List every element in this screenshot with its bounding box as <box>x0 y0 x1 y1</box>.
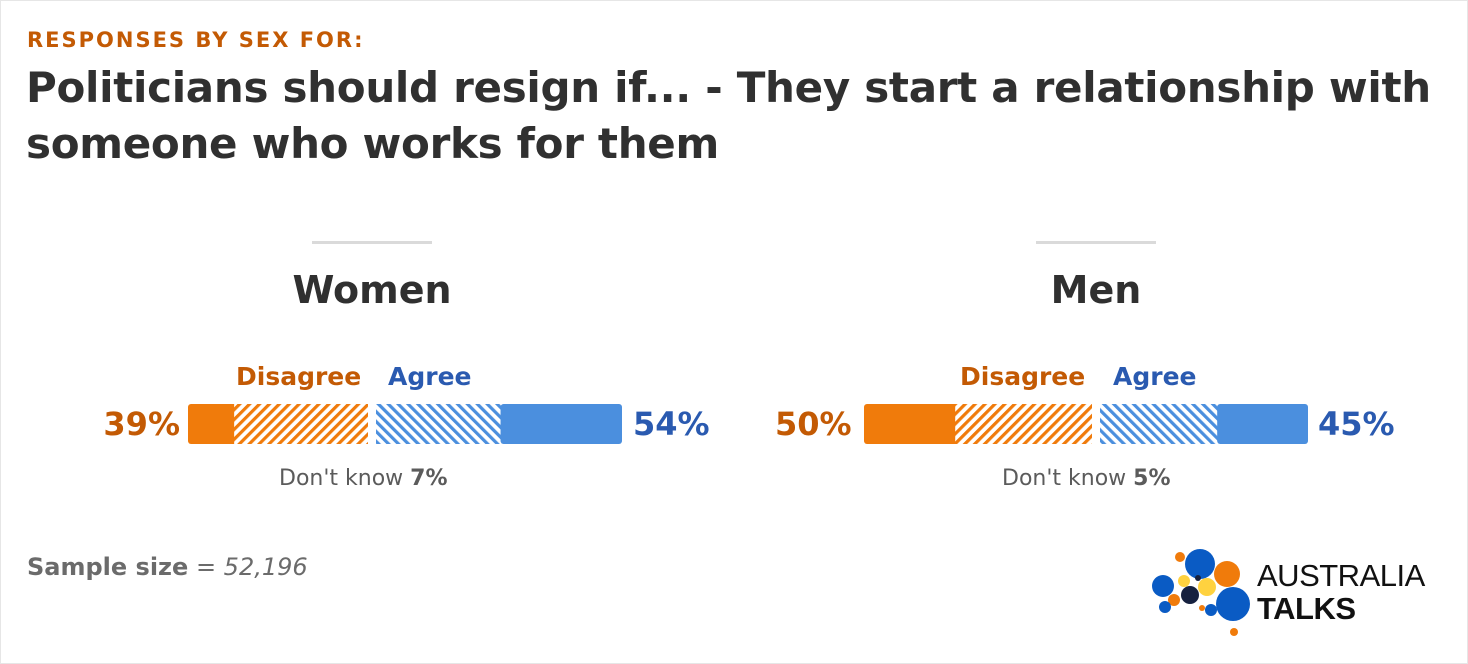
dont-know-label: Don't know 7% <box>279 466 448 491</box>
bar-segment-disagree-strong <box>188 404 238 444</box>
group-name: Men <box>1050 268 1142 312</box>
dont-know-text: Don't know <box>279 466 404 491</box>
bar-segment-disagree-strong <box>864 404 959 444</box>
bar-women <box>188 404 622 444</box>
bar-segment-disagree-somewhat <box>234 404 368 444</box>
bar-segment-agree-strong <box>500 404 622 444</box>
disagree-percent: 50% <box>775 405 852 443</box>
sample-size-label: Sample size <box>27 553 189 581</box>
logo-text: AUSTRALIA TALKS <box>1257 560 1425 624</box>
panel-divider <box>312 241 432 244</box>
dont-know-value: 7% <box>410 466 448 491</box>
bar-segment-agree-strong <box>1217 404 1308 444</box>
agree-percent: 45% <box>1318 405 1395 443</box>
agree-percent: 54% <box>633 405 710 443</box>
legend-disagree: Disagree <box>236 362 362 391</box>
logo-line-1: AUSTRALIA <box>1257 558 1425 593</box>
sample-size: Sample size = 52,196 <box>27 553 308 581</box>
dont-know-label: Don't know 5% <box>1002 466 1171 491</box>
chart-eyebrow: RESPONSES BY SEX FOR: <box>27 28 365 52</box>
logo-line-2: TALKS <box>1257 591 1356 626</box>
sample-size-value: = 52,196 <box>195 553 308 581</box>
disagree-percent: 39% <box>103 405 180 443</box>
bar-segment-disagree-somewhat <box>955 404 1092 444</box>
panel-men: Men Disagree Agree 50% 45% Don't know 5% <box>0 0 1395 520</box>
panel-women: Women Disagree Agree 39% 54% Don't know … <box>0 0 720 520</box>
legend-agree: Agree <box>1113 362 1197 391</box>
group-name: Women <box>292 268 452 312</box>
bar-men <box>864 404 1308 444</box>
australia-talks-logo <box>1152 549 1250 636</box>
legend-agree: Agree <box>388 362 472 391</box>
chart-title: Politicians should resign if... - They s… <box>26 63 1431 168</box>
bar-segment-agree-somewhat <box>376 404 504 444</box>
bar-segment-agree-somewhat <box>1100 404 1221 444</box>
panel-divider <box>1036 241 1156 244</box>
legend-disagree: Disagree <box>960 362 1086 391</box>
dont-know-text: Don't know <box>1002 466 1127 491</box>
dont-know-value: 5% <box>1133 466 1171 491</box>
